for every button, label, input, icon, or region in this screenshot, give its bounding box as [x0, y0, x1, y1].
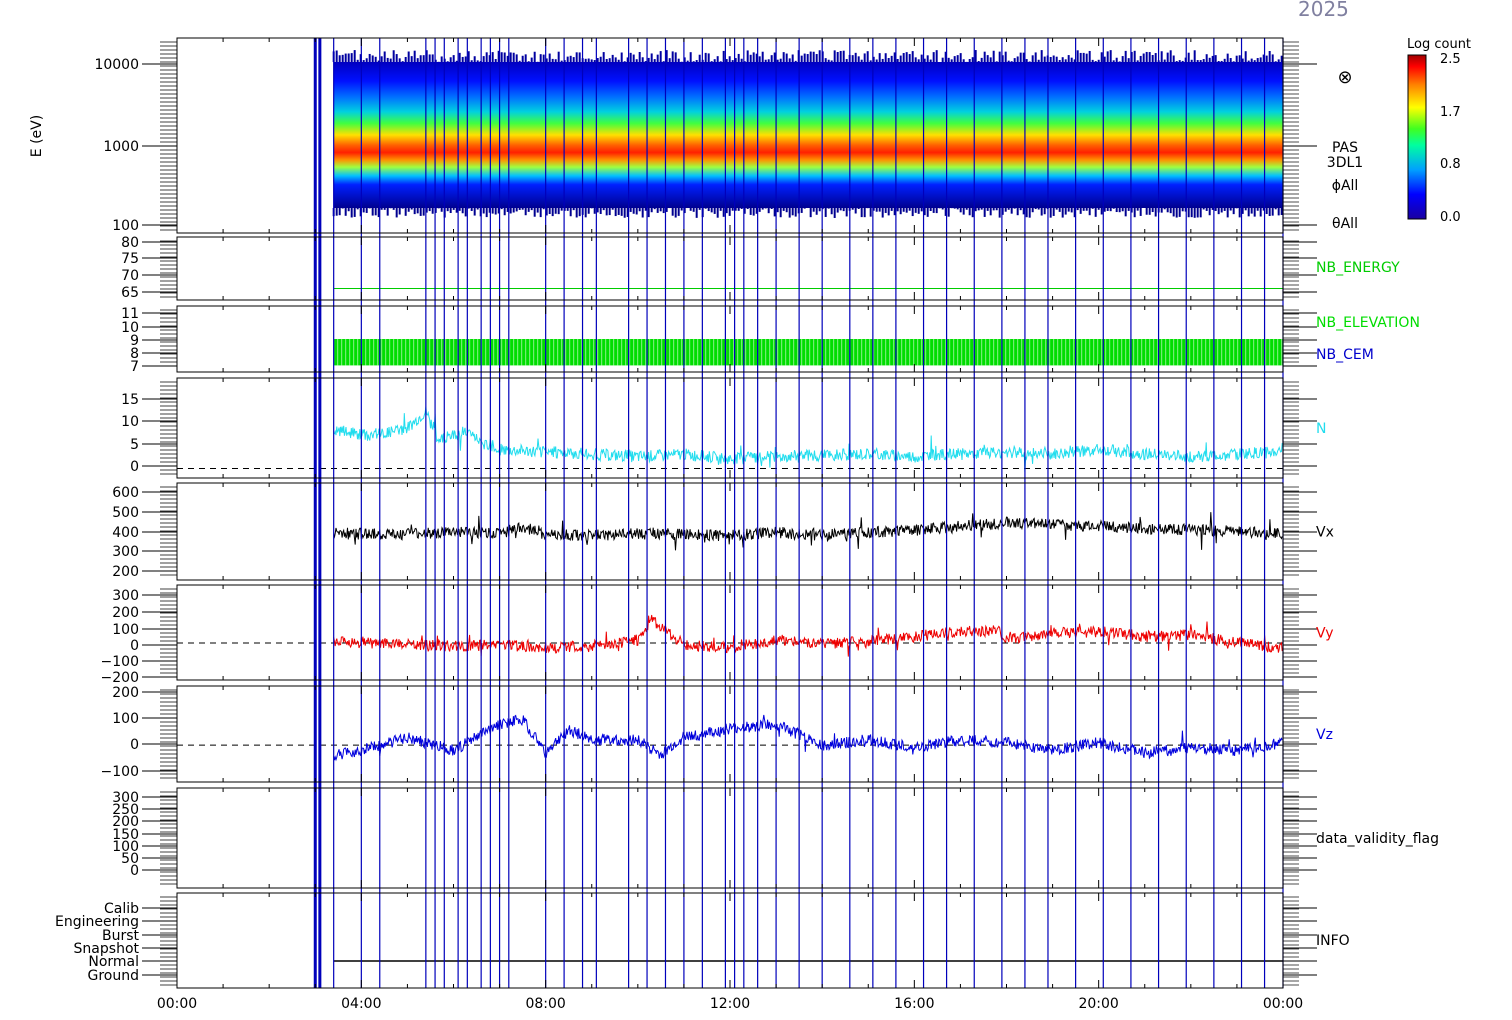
panel-frame-density — [176, 377, 1284, 479]
series-label: Vz — [1316, 727, 1333, 743]
y-tick-label: 600 — [112, 485, 139, 501]
series-label: N — [1316, 421, 1326, 437]
spectrogram-heatmap — [333, 62, 1283, 208]
y-tick-label: 200 — [112, 564, 139, 580]
y-tick-label: 80 — [121, 235, 139, 251]
spectrogram-marker: ⊗ — [1337, 67, 1352, 88]
y-tick-label: 1000 — [103, 139, 139, 155]
colorbar-tick-label: 1.7 — [1440, 105, 1461, 120]
x-tick-label: 12:00 — [710, 996, 750, 1012]
y-tick-label: 9 — [130, 333, 139, 349]
y-tick-label: Engineering — [55, 914, 139, 930]
series-label: Vy — [1316, 626, 1334, 642]
series-label: NB_CEM — [1316, 347, 1374, 363]
series-band-NB_ELEVATION — [333, 339, 1283, 366]
colorbar-tick-label: 0.0 — [1440, 210, 1461, 225]
y-tick-label: 11 — [121, 306, 139, 322]
y-tick-label: 100 — [112, 839, 139, 855]
spectrogram-label: PAS — [1332, 140, 1358, 156]
y-tick-label: 15 — [121, 392, 139, 408]
y-tick-label: 150 — [112, 827, 139, 843]
y-tick-label: 300 — [112, 544, 139, 560]
y-tick-label: 8 — [130, 346, 139, 362]
y-tick-label: 200 — [112, 685, 139, 701]
y-tick-label: 200 — [112, 814, 139, 830]
series-label: NB_ELEVATION — [1316, 315, 1420, 331]
y-tick-label: 75 — [121, 251, 139, 267]
y-tick-label: 400 — [112, 525, 139, 541]
panel-frame-vz — [176, 685, 1284, 783]
colorbar-title: Log count — [1407, 37, 1471, 52]
x-tick-label: 08:00 — [525, 996, 565, 1012]
y-tick-label: 10 — [121, 320, 139, 336]
series-line-Vx — [333, 512, 1283, 551]
colorbar-scale — [1407, 54, 1427, 220]
series-label: data_validity_flag — [1316, 831, 1439, 847]
y-tick-label: 0 — [130, 638, 139, 654]
series-line-Vz — [333, 714, 1283, 762]
labels-layer: 10000100010080757065NB_ENERGY1110987NB_E… — [29, 57, 1439, 1012]
y-tick-label: 300 — [112, 588, 139, 604]
y-tick-label: −200 — [101, 670, 139, 686]
y-tick-label: 70 — [121, 268, 139, 284]
x-tick-label: 00:00 — [157, 996, 197, 1012]
y-tick-label: 50 — [121, 851, 139, 867]
y-tick-label: 100 — [112, 622, 139, 638]
colorbar: Log count 2.5 1.7 0.8 0.0 — [1407, 37, 1471, 225]
panel-frames-layer — [142, 37, 1317, 989]
y-tick-label: 0 — [130, 737, 139, 753]
spectrogram-ylabel: E (eV) — [29, 115, 45, 157]
y-tick-label: 65 — [121, 285, 139, 301]
y-tick-label: 10 — [121, 414, 139, 430]
y-tick-label: Ground — [88, 968, 140, 984]
y-tick-label: 0 — [130, 459, 139, 475]
x-tick-label: 04:00 — [341, 996, 381, 1012]
header-date: 2025 — [1298, 0, 1349, 21]
series-line-Vy — [333, 614, 1283, 657]
y-tick-label: 7 — [130, 359, 139, 375]
colorbar-tick-label: 0.8 — [1440, 157, 1461, 172]
colorbar-tick-label: 2.5 — [1440, 52, 1461, 67]
y-tick-label: 5 — [130, 437, 139, 453]
y-tick-label: −100 — [101, 654, 139, 670]
series-label: Vx — [1316, 525, 1334, 541]
panel-frame-info — [176, 892, 1284, 989]
panel-frame-validity — [176, 787, 1284, 889]
spectrogram-label: ϕAll — [1332, 178, 1359, 194]
spectrogram-label: 3DL1 — [1327, 155, 1363, 171]
series-label: INFO — [1316, 933, 1350, 949]
x-tick-label: 00:00 — [1263, 996, 1303, 1012]
y-tick-label: Burst — [102, 928, 140, 944]
y-tick-label: 100 — [112, 711, 139, 727]
spectrogram-label: θAll — [1332, 216, 1358, 232]
y-tick-label: 10000 — [94, 57, 139, 73]
y-tick-label: Snapshot — [74, 941, 140, 957]
spectrogram-layer — [332, 50, 1283, 218]
series-line-N — [333, 406, 1283, 473]
event-lines-layer — [313, 38, 1284, 988]
y-tick-label: 200 — [112, 605, 139, 621]
y-tick-label: 250 — [112, 802, 139, 818]
y-tick-label: 500 — [112, 505, 139, 521]
series-label: NB_ENERGY — [1316, 260, 1400, 276]
series-layer — [177, 288, 1283, 962]
y-tick-label: Normal — [88, 954, 139, 970]
y-tick-label: 100 — [112, 218, 139, 234]
y-tick-label: 0 — [130, 863, 139, 879]
y-tick-label: −100 — [101, 764, 139, 780]
y-tick-label: 300 — [112, 790, 139, 806]
x-tick-label: 20:00 — [1078, 996, 1118, 1012]
panel-frame-nb_energy — [176, 236, 1284, 301]
x-tick-label: 16:00 — [894, 996, 934, 1012]
y-tick-label: Calib — [104, 901, 139, 917]
